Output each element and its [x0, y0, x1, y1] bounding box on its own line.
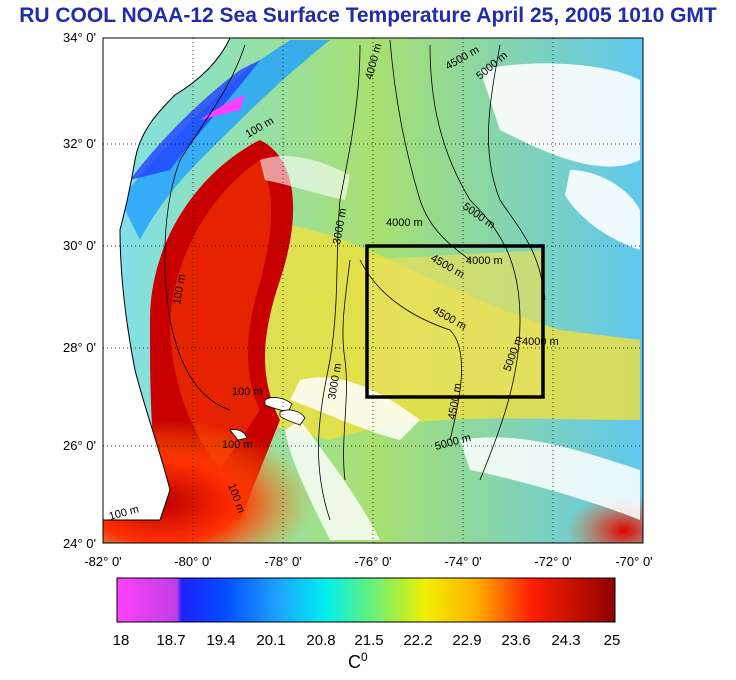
- unit-superscript: 0: [361, 650, 368, 664]
- lat-axis: 34° 0' 32° 0' 30° 0' 28° 0' 26° 0' 24° 0…: [63, 30, 96, 551]
- colorbar-tick-label: 22.2: [403, 632, 433, 649]
- contour-label: 100 m: [222, 439, 253, 451]
- colorbar-tick-label: 22.9: [452, 632, 482, 649]
- colorbar: [116, 577, 616, 623]
- colorbar-tick-label: 18.7: [156, 632, 186, 649]
- lon-tick-label: -72° 0': [534, 554, 571, 569]
- colorbar-tick-label: 20.8: [306, 632, 336, 649]
- colorbar-tick-label: 23.6: [501, 632, 531, 649]
- lon-tick-label: -78° 0': [264, 554, 301, 569]
- lat-tick-label: 32° 0': [63, 136, 96, 151]
- lon-tick-label: -82° 0': [84, 554, 121, 569]
- colorbar-tick-label: 20.1: [256, 632, 286, 649]
- lon-tick-label: -70° 0': [615, 554, 652, 569]
- colorbar-tick-label: 18: [112, 632, 130, 649]
- colorbar-tick-label: 24.3: [551, 632, 581, 649]
- colorbar-unit: C0: [348, 650, 368, 673]
- colorbar-tick-label: 25: [603, 632, 621, 649]
- study-area-box: [365, 244, 545, 399]
- colorbar-tick-label: 19.4: [206, 632, 236, 649]
- lon-tick-label: -80° 0': [174, 554, 211, 569]
- colorbar-tick-label: 21.5: [354, 632, 384, 649]
- contour-label: 4000 m: [522, 336, 559, 348]
- lat-tick-label: 26° 0': [63, 438, 96, 453]
- lon-tick-label: -76° 0': [354, 554, 391, 569]
- lat-tick-label: 30° 0': [63, 238, 96, 253]
- contour-label: 4000 m: [466, 255, 503, 267]
- contour-label: 100 m: [171, 273, 188, 305]
- unit-text: C: [348, 652, 361, 672]
- lat-tick-label: 24° 0': [63, 536, 96, 551]
- page-title: RU COOL NOAA-12 Sea Surface Temperature …: [19, 4, 717, 27]
- lat-tick-label: 28° 0': [63, 340, 96, 355]
- graticule: [103, 38, 643, 543]
- lat-tick-label: 34° 0': [63, 30, 96, 45]
- lon-tick-label: -74° 0': [444, 554, 481, 569]
- contour-label: 100 m: [232, 386, 263, 398]
- contour-label: 4000 m: [386, 217, 423, 229]
- lon-axis: -82° 0' -80° 0' -78° 0' -76° 0' -74° 0' …: [84, 554, 652, 569]
